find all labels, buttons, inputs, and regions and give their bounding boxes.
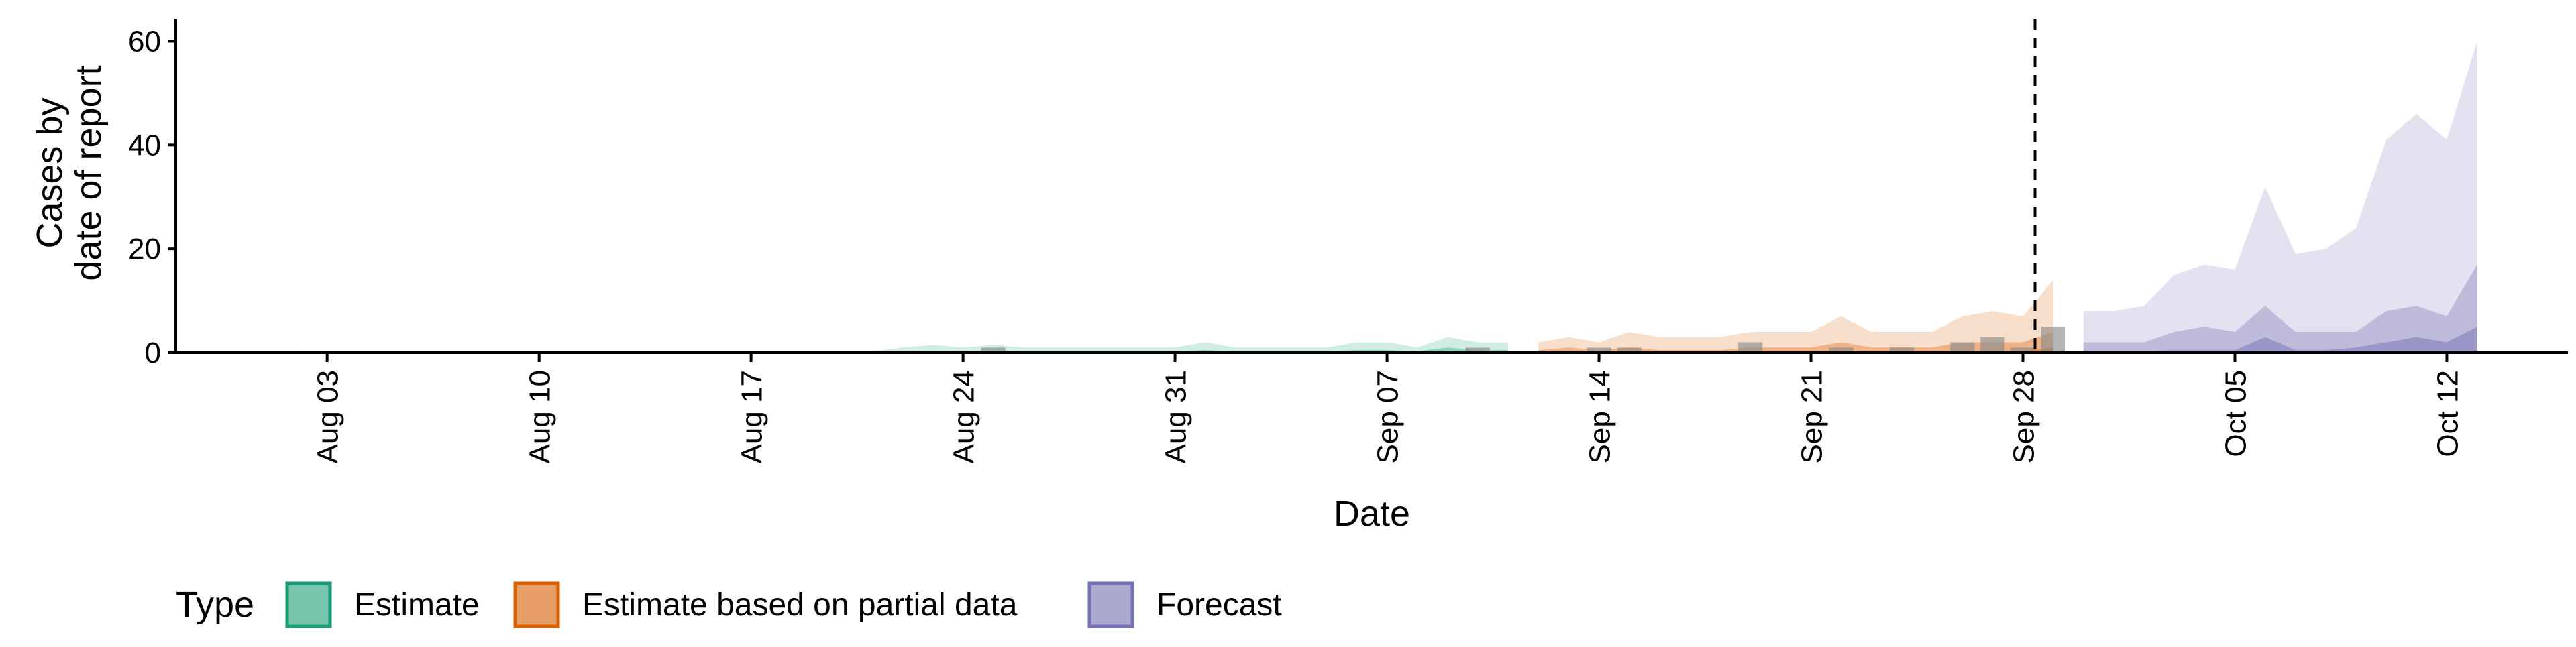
series-0-bands — [297, 337, 1509, 353]
series-2-upper90-band — [2083, 41, 2477, 353]
y-axis-title-line-1: Cases by — [30, 97, 70, 248]
legend-item-2: Forecast — [1087, 581, 1282, 628]
legend-item-1: Estimate based on partial data — [513, 581, 1018, 628]
observed-bar-9 — [2010, 347, 2035, 353]
x-tick-label: Sep 28 — [2008, 370, 2041, 463]
series-2-upper20-band — [2083, 327, 2477, 353]
x-tick-label: Aug 17 — [736, 370, 769, 463]
x-tick-label: Oct 05 — [2220, 370, 2253, 457]
x-tick-label: Aug 03 — [312, 370, 345, 463]
series-2-bands — [2083, 41, 2477, 353]
legend-swatch — [1087, 581, 1134, 628]
x-tick-label: Sep 21 — [1796, 370, 1829, 463]
legend-item-0: Estimate — [285, 581, 480, 628]
observed-bar-4 — [1738, 342, 1763, 353]
y-tick-label: 20 — [128, 233, 161, 266]
observed-bar-2 — [1587, 347, 1611, 353]
observed-bar-7 — [1950, 342, 1975, 353]
observed-bar-1 — [1465, 347, 1490, 353]
y-tick-label: 0 — [145, 337, 161, 369]
legend-title: Type — [176, 585, 254, 625]
y-axis-title: Cases by date of report — [30, 65, 109, 280]
observed-bar-8 — [1980, 337, 2005, 353]
series-1-bands — [1538, 280, 2053, 353]
observed-bar-10 — [2041, 327, 2065, 353]
series-1-upper90-band — [1538, 280, 2053, 353]
observed-bar-6 — [1889, 347, 1914, 353]
x-tick-label: Sep 07 — [1372, 370, 1405, 463]
x-tick-label: Sep 14 — [1584, 370, 1617, 463]
series-2-upper50-band — [2083, 264, 2477, 353]
legend-swatch — [285, 581, 332, 628]
legend-swatch — [513, 581, 560, 628]
legend-label: Estimate — [354, 587, 480, 623]
x-tick-label: Aug 24 — [948, 370, 981, 463]
observed-bar-0 — [981, 347, 1006, 353]
x-tick-label: Oct 12 — [2431, 370, 2464, 457]
legend: Type Estimate Estimate based on partial d… — [176, 581, 1282, 628]
x-tick-label: Aug 10 — [524, 370, 557, 463]
series-0-upper90-band — [297, 337, 1509, 353]
observed-bars-layer — [981, 327, 2065, 353]
y-axis-title-line-2: date of report — [68, 65, 109, 280]
bands-layer — [297, 41, 2477, 353]
x-tick-label: Aug 31 — [1160, 370, 1193, 463]
y-tick-label: 60 — [128, 25, 161, 58]
axes-layer: 0 20 40 60 Aug 03 Aug 10 Aug 17 Aug 24 Aug 31 Sep… — [128, 19, 2568, 463]
legend-label: Estimate based on partial data — [582, 587, 1018, 623]
x-axis-title: Date — [1334, 493, 1410, 534]
y-tick-label: 40 — [128, 129, 161, 162]
legend-label: Forecast — [1157, 587, 1282, 623]
observed-bar-5 — [1829, 347, 1854, 353]
observed-bar-3 — [1617, 347, 1642, 353]
